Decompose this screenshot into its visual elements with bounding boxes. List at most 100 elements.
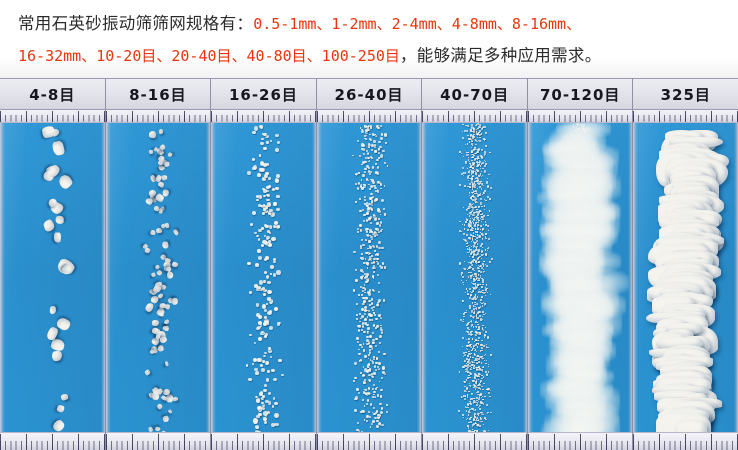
sample-particle bbox=[483, 304, 486, 307]
sample-particle bbox=[468, 194, 471, 197]
sample-particle bbox=[263, 420, 268, 425]
sample-particle bbox=[574, 130, 575, 132]
sample-particle bbox=[269, 299, 274, 305]
sample-particle bbox=[578, 187, 580, 190]
sample-particle bbox=[374, 411, 378, 415]
sample-particle bbox=[478, 180, 480, 183]
sample-particle bbox=[471, 408, 474, 410]
sample-particle bbox=[478, 369, 481, 372]
sample-panel-26-40 bbox=[316, 123, 422, 432]
sample-particle bbox=[361, 257, 365, 260]
sample-particle bbox=[581, 271, 584, 274]
sample-particle bbox=[475, 419, 478, 422]
sample-particle bbox=[257, 285, 261, 290]
sample-particle bbox=[578, 224, 580, 226]
ruler-ticks-major bbox=[0, 110, 105, 122]
sample-particle bbox=[464, 239, 466, 241]
sample-particle bbox=[588, 424, 590, 427]
sample-particle bbox=[481, 217, 484, 221]
sample-particle bbox=[484, 221, 486, 223]
sample-particle bbox=[273, 258, 276, 261]
sample-particle bbox=[477, 170, 480, 172]
sample-particle bbox=[572, 155, 574, 157]
sample-particle bbox=[483, 150, 486, 153]
sample-particle bbox=[376, 394, 380, 397]
sample-particle bbox=[575, 192, 578, 194]
sample-particle bbox=[581, 379, 584, 381]
sample-particle bbox=[579, 234, 582, 237]
sample-particle bbox=[364, 308, 367, 312]
sample-particle bbox=[380, 228, 383, 231]
sample-particle bbox=[366, 398, 370, 402]
sample-particle bbox=[580, 325, 583, 327]
sample-particle bbox=[367, 258, 370, 261]
sample-particle bbox=[359, 184, 363, 188]
sample-particle bbox=[474, 367, 477, 369]
sample-particle bbox=[576, 282, 579, 285]
sample-particle bbox=[484, 248, 487, 251]
sample-particle bbox=[359, 224, 362, 228]
sample-particle bbox=[377, 416, 380, 419]
sample-particle bbox=[470, 260, 473, 263]
sample-particle bbox=[575, 305, 578, 307]
sample-particle bbox=[262, 146, 267, 151]
sample-particle bbox=[479, 369, 482, 371]
sample-particle bbox=[372, 264, 376, 267]
sample-particle bbox=[473, 310, 476, 312]
sample-particle bbox=[372, 383, 376, 386]
sample-particle bbox=[580, 148, 583, 151]
sample-particle bbox=[369, 234, 372, 237]
sample-particle bbox=[573, 391, 575, 393]
sample-particle bbox=[148, 130, 157, 140]
sample-particle bbox=[473, 384, 476, 386]
sample-particle bbox=[472, 326, 475, 328]
sample-particle bbox=[585, 207, 587, 209]
sample-particle bbox=[581, 360, 584, 363]
sample-particle bbox=[475, 303, 477, 305]
sample-particle bbox=[580, 232, 582, 233]
sample-particle bbox=[374, 190, 377, 192]
sample-particle bbox=[586, 167, 587, 169]
sample-particle bbox=[257, 320, 263, 326]
sample-particle bbox=[375, 338, 378, 341]
sample-particle bbox=[463, 380, 466, 384]
sample-particle bbox=[477, 290, 480, 293]
sample-particle bbox=[484, 126, 487, 128]
sample-particle bbox=[268, 231, 272, 235]
sample-particle bbox=[369, 124, 372, 128]
sample-particle bbox=[475, 139, 477, 141]
sample-particle bbox=[474, 412, 477, 415]
sample-particle bbox=[589, 178, 591, 180]
sample-particle bbox=[575, 186, 577, 188]
sample-particle bbox=[470, 344, 472, 346]
sample-particle bbox=[481, 216, 483, 218]
sample-particle bbox=[575, 297, 578, 299]
sample-particle bbox=[369, 318, 372, 321]
sample-particle bbox=[360, 276, 363, 279]
sample-particle bbox=[462, 356, 465, 358]
sample-particle bbox=[576, 304, 578, 306]
sample-particle bbox=[264, 400, 270, 404]
sample-particle bbox=[575, 427, 577, 429]
sample-particle bbox=[579, 330, 582, 333]
sample-particle bbox=[579, 259, 581, 262]
sample-particle bbox=[481, 318, 484, 321]
sample-particle bbox=[582, 131, 583, 133]
sample-particle bbox=[583, 223, 585, 225]
ruler-ticks-major bbox=[105, 433, 211, 450]
sample-particle bbox=[571, 247, 573, 249]
sample-particle bbox=[481, 246, 484, 249]
sample-particle bbox=[471, 236, 473, 238]
sample-particle bbox=[363, 185, 367, 188]
sample-particle bbox=[584, 380, 586, 382]
sample-particle bbox=[584, 320, 587, 323]
sample-particle bbox=[265, 224, 269, 228]
sample-particle bbox=[470, 403, 473, 406]
sample-particle bbox=[472, 176, 474, 178]
sample-particle bbox=[478, 186, 481, 189]
sample-particle bbox=[478, 175, 481, 177]
sample-particle bbox=[467, 426, 470, 429]
sample-particle bbox=[590, 385, 592, 387]
sample-particle bbox=[164, 257, 169, 263]
sample-particle bbox=[576, 376, 579, 378]
